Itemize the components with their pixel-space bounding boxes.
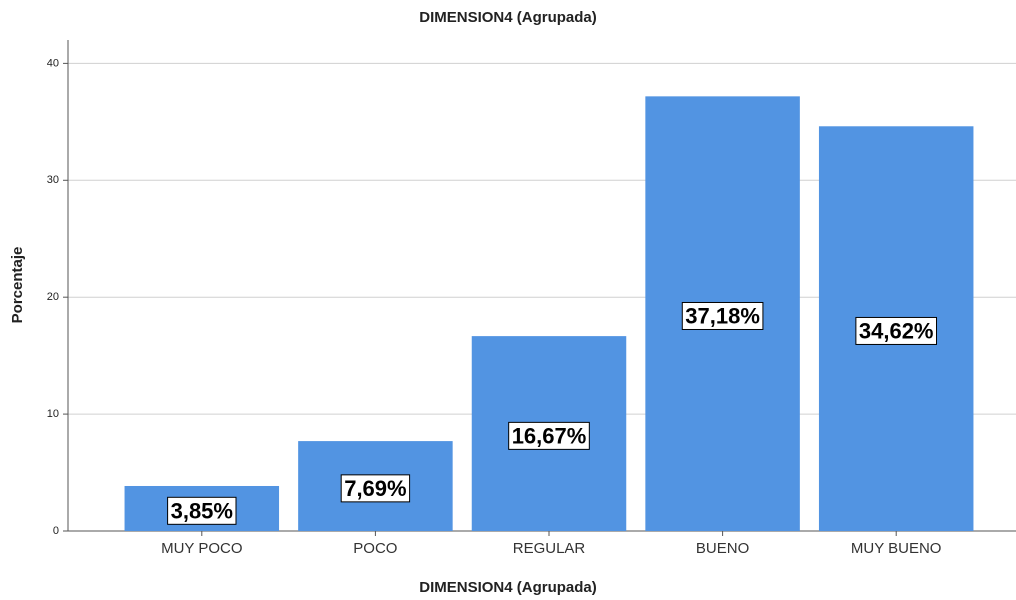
value-label-box [681,301,764,330]
value-label-box [340,474,411,503]
y-tick-label: 0 [53,525,59,537]
y-axis-label: Porcentaje [9,247,26,324]
x-tick-label: REGULAR [513,540,586,557]
x-tick-label: MUY BUENO [851,540,942,557]
value-label: 7,69% [344,476,406,501]
value-label-box [167,496,237,525]
x-axis-label: DIMENSION4 (Agrupada) [419,579,597,596]
y-tick-label: 40 [47,57,59,69]
chart-title: DIMENSION4 (Agrupada) [419,9,597,26]
value-label-box [508,421,590,450]
y-tick-label: 10 [47,408,59,420]
value-label: 34,62% [859,318,934,343]
x-tick-label: BUENO [696,540,749,557]
y-tick-label: 20 [47,291,59,303]
value-label: 37,18% [685,303,760,328]
y-tick-label: 30 [47,174,59,186]
value-label: 3,85% [171,498,233,523]
x-tick-label: POCO [353,540,397,557]
x-tick-label: MUY POCO [161,540,242,557]
value-label: 16,67% [512,423,587,448]
value-label-box [855,316,938,345]
